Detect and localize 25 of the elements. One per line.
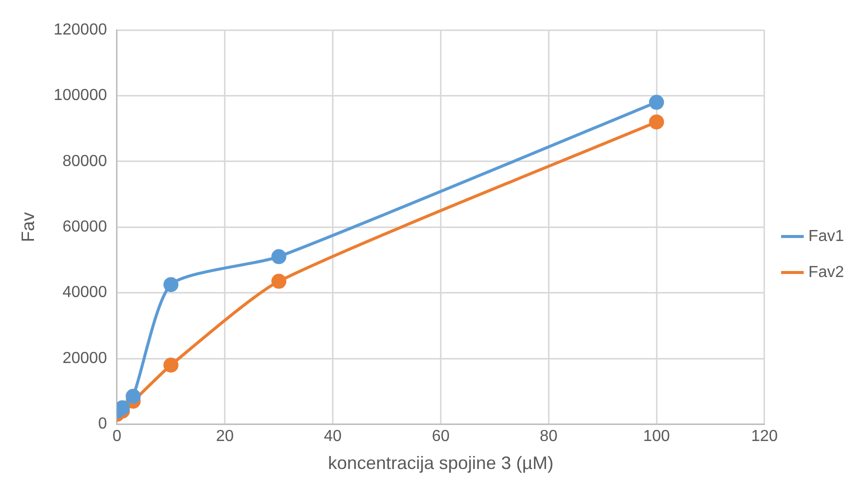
y-tick-label: 40000 [62,284,108,302]
x-tick-label: 0 [112,428,122,446]
y-tick-label: 120000 [54,21,108,38]
y-tick-label: 100000 [54,87,108,104]
x-tick-label: 40 [324,428,342,446]
legend-label: Fav1 [808,228,844,245]
y-tick-label: 20000 [62,350,108,367]
point [271,249,286,264]
y-tick-label: 0 [98,416,108,433]
x-axis-title: koncentracija spojine 3 (µM) [328,453,554,474]
point [649,94,664,110]
point [649,114,664,130]
point [126,388,141,404]
x-tick-label: 120 [751,428,778,446]
y-tick-label: 60000 [62,218,108,236]
x-tick-label: 100 [643,428,670,446]
x-tick-label: 80 [540,428,558,446]
x-tick-label: 60 [432,428,450,446]
x-tick-label: 20 [216,428,234,446]
point [163,358,178,373]
point [271,274,286,289]
y-tick-label: 80000 [62,152,108,170]
y-axis-title: Fav [18,212,38,242]
legend-label: Fav2 [808,264,844,281]
point [163,277,178,292]
